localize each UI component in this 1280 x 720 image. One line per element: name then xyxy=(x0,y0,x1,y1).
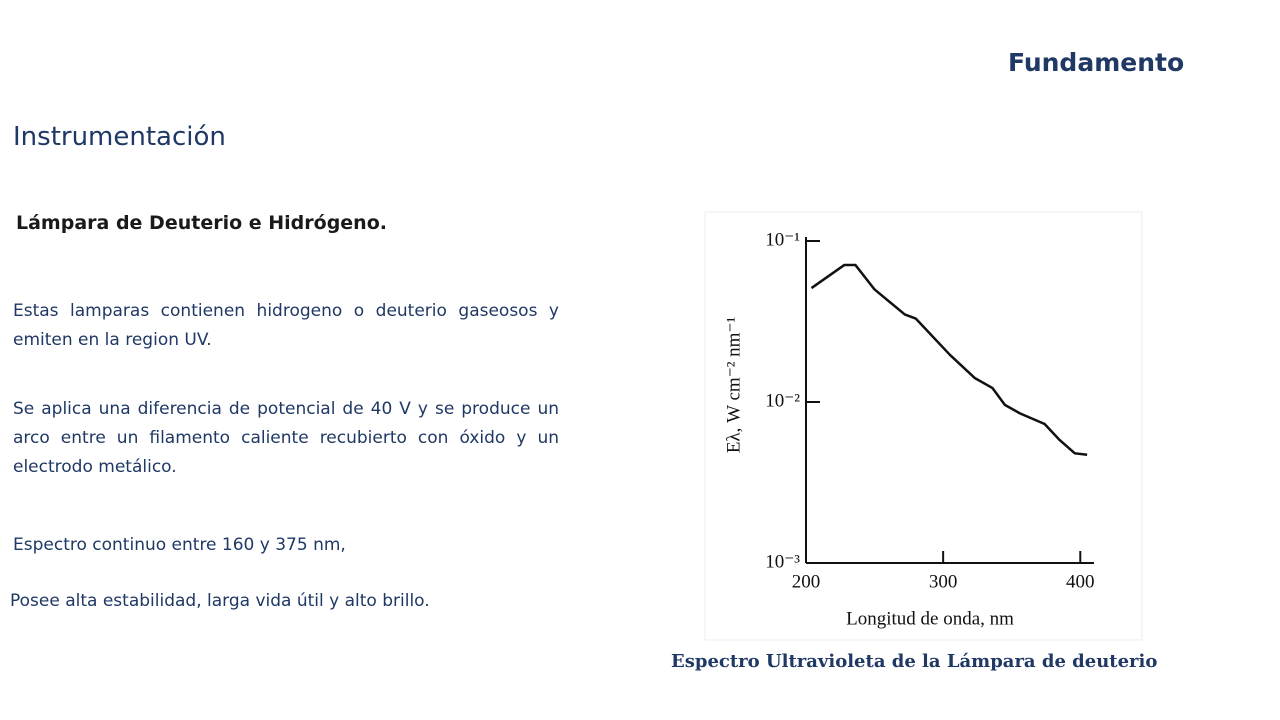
paragraph: Estas lamparas contienen hidrogeno o deu… xyxy=(13,301,559,350)
section-title: Instrumentación xyxy=(13,122,226,152)
x-axis-label: Longitud de onda, nm xyxy=(846,608,1014,629)
x-tick-label: 400 xyxy=(1066,571,1095,592)
subtitle: Lámpara de Deuterio e Hidrógeno. xyxy=(16,212,387,234)
y-tick-label: 10⁻³ xyxy=(765,551,800,572)
x-tick-label: 300 xyxy=(929,571,958,592)
data-line xyxy=(810,263,1088,457)
y-axis-label: Eλ, W cm⁻² nm⁻¹ xyxy=(723,317,744,454)
y-tick-label: 10⁻² xyxy=(765,390,800,411)
header-title: Fundamento xyxy=(1008,48,1185,77)
paragraph: Espectro continuo entre 160 y 375 nm, xyxy=(13,535,346,555)
y-tick-label: 10⁻¹ xyxy=(765,229,800,250)
figure-caption: Espectro Ultravioleta de la Lámpara de d… xyxy=(671,651,1158,672)
paragraph: Se aplica una diferencia de potencial de… xyxy=(13,399,559,477)
paragraph: Posee alta estabilidad, larga vida útil … xyxy=(10,591,430,611)
x-tick-label: 200 xyxy=(792,571,821,592)
chart-frame xyxy=(704,211,1143,641)
